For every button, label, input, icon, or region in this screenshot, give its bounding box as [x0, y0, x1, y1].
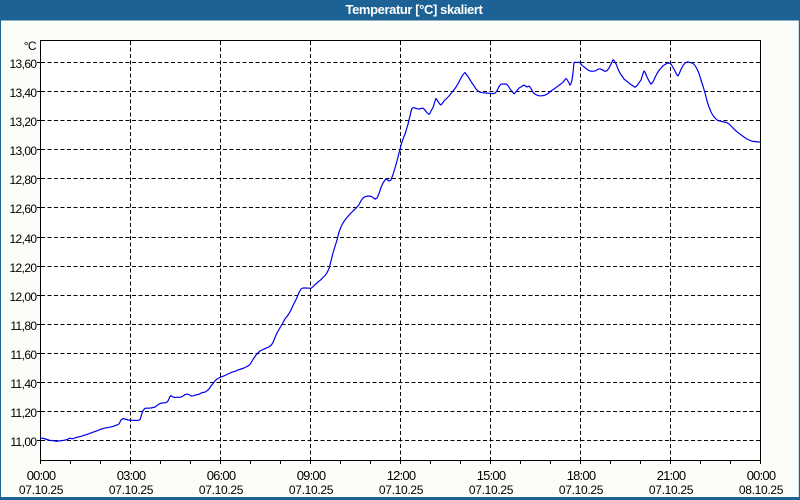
svg-text:00:00: 00:00 — [27, 468, 56, 483]
svg-text:03:00: 03:00 — [117, 468, 146, 483]
svg-text:11,40: 11,40 — [10, 377, 37, 391]
svg-text:07.10.25: 07.10.25 — [19, 483, 64, 497]
svg-text:00:00: 00:00 — [747, 468, 776, 483]
svg-text:12,00: 12,00 — [9, 290, 37, 304]
svg-text:09:00: 09:00 — [297, 468, 326, 483]
svg-text:07.10.25: 07.10.25 — [469, 483, 514, 497]
svg-text:11,80: 11,80 — [10, 319, 37, 333]
svg-text:12,20: 12,20 — [9, 261, 37, 275]
svg-text:08.10.25: 08.10.25 — [739, 483, 784, 497]
svg-text:11,00: 11,00 — [10, 435, 37, 449]
svg-text:13,60: 13,60 — [9, 57, 37, 71]
svg-text:06:00: 06:00 — [207, 468, 236, 483]
svg-text:07.10.25: 07.10.25 — [199, 483, 244, 497]
svg-text:°C: °C — [24, 39, 37, 53]
svg-text:07.10.25: 07.10.25 — [289, 483, 334, 497]
svg-text:13,40: 13,40 — [9, 86, 37, 100]
svg-text:21:00: 21:00 — [657, 468, 686, 483]
svg-text:07.10.25: 07.10.25 — [559, 483, 604, 497]
svg-text:11,60: 11,60 — [10, 348, 37, 362]
svg-text:Temperatur [°C] skaliert: Temperatur [°C] skaliert — [346, 2, 484, 17]
svg-text:07.10.25: 07.10.25 — [109, 483, 154, 497]
svg-text:12,80: 12,80 — [9, 173, 37, 187]
svg-text:13,00: 13,00 — [9, 144, 37, 158]
svg-text:11,20: 11,20 — [10, 406, 37, 420]
svg-text:12,40: 12,40 — [9, 232, 37, 246]
svg-text:12:00: 12:00 — [387, 468, 416, 483]
svg-text:15:00: 15:00 — [477, 468, 506, 483]
svg-text:12,60: 12,60 — [9, 202, 37, 216]
svg-text:13,20: 13,20 — [9, 115, 37, 129]
svg-text:07.10.25: 07.10.25 — [649, 483, 694, 497]
svg-text:18:00: 18:00 — [567, 468, 596, 483]
svg-text:07.10.25: 07.10.25 — [379, 483, 424, 497]
